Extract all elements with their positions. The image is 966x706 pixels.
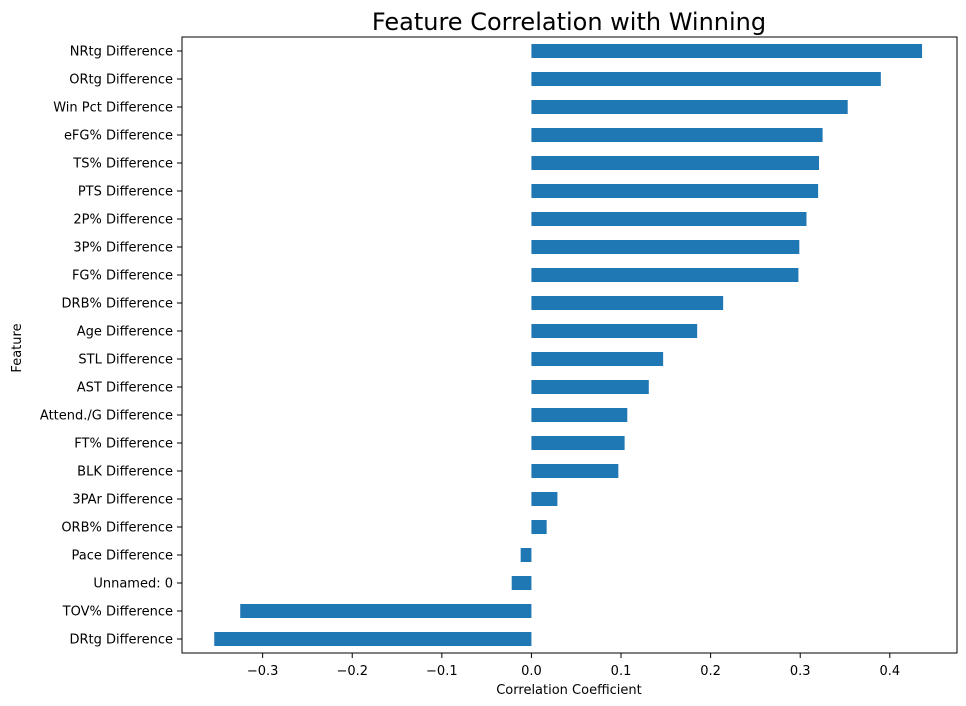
bar	[531, 156, 820, 170]
x-tick-label: −0.1	[426, 664, 458, 679]
y-tick-label: Age Difference	[77, 325, 173, 340]
y-tick-label: Unnamed: 0	[93, 577, 173, 592]
y-tick-label: eFG% Difference	[64, 129, 173, 144]
bars-group	[214, 44, 923, 646]
bar	[531, 352, 664, 366]
x-tick-label: −0.2	[336, 664, 368, 679]
y-tick-label: DRtg Difference	[69, 633, 173, 648]
bar	[531, 240, 800, 254]
y-tick-label: Win Pct Difference	[53, 101, 173, 116]
bar	[531, 324, 698, 338]
bar	[531, 268, 799, 282]
bar	[531, 100, 848, 114]
bar	[531, 128, 823, 142]
bar	[531, 408, 628, 422]
bar	[520, 548, 532, 562]
chart-title: Feature Correlation with Winning	[372, 8, 766, 36]
y-tick-label: STL Difference	[78, 353, 173, 368]
y-axis-label: Feature	[10, 323, 25, 372]
y-tick-label: 3PAr Difference	[72, 493, 173, 508]
y-tick-label: 3P% Difference	[73, 241, 173, 256]
y-tick-label: ORB% Difference	[61, 521, 173, 536]
bar	[531, 44, 923, 58]
bar	[531, 492, 558, 506]
bar	[531, 212, 807, 226]
y-tick-label: PTS Difference	[78, 185, 173, 200]
bar	[214, 632, 532, 646]
bar	[240, 604, 532, 618]
x-tick-label: 0.0	[521, 664, 542, 679]
bar	[531, 436, 625, 450]
plot-frame	[181, 36, 958, 654]
y-tick-label: DRB% Difference	[62, 297, 173, 312]
bar	[531, 72, 881, 86]
y-tick-label: TS% Difference	[72, 157, 173, 172]
bar	[511, 576, 532, 590]
x-axis-label: Correlation Coefficient	[496, 683, 642, 698]
y-tick-label: FT% Difference	[74, 437, 173, 452]
bar	[531, 184, 819, 198]
x-axis-ticks: −0.3 −0.2 −0.1 0.0 0.1 0.2 0.3 0.4	[247, 653, 900, 679]
x-tick-label: 0.3	[790, 664, 811, 679]
y-tick-label: 2P% Difference	[73, 213, 173, 228]
x-tick-label: 0.1	[611, 664, 632, 679]
bar	[531, 296, 724, 310]
y-axis-ticks: NRtg Difference ORtg Difference Win Pct Di…	[40, 45, 182, 648]
x-tick-label: −0.3	[247, 664, 279, 679]
bar	[531, 520, 547, 534]
y-tick-label: TOV% Difference	[62, 605, 173, 620]
y-tick-label: NRtg Difference	[70, 45, 173, 60]
y-tick-label: Pace Difference	[71, 549, 173, 564]
y-tick-label: ORtg Difference	[69, 73, 173, 88]
y-tick-label: AST Difference	[77, 381, 173, 396]
x-tick-label: 0.4	[879, 664, 900, 679]
x-tick-label: 0.2	[700, 664, 721, 679]
bar	[531, 380, 649, 394]
y-tick-label: FG% Difference	[72, 269, 173, 284]
y-tick-label: Attend./G Difference	[40, 409, 173, 424]
bar	[531, 464, 619, 478]
y-tick-label: BLK Difference	[77, 465, 173, 480]
